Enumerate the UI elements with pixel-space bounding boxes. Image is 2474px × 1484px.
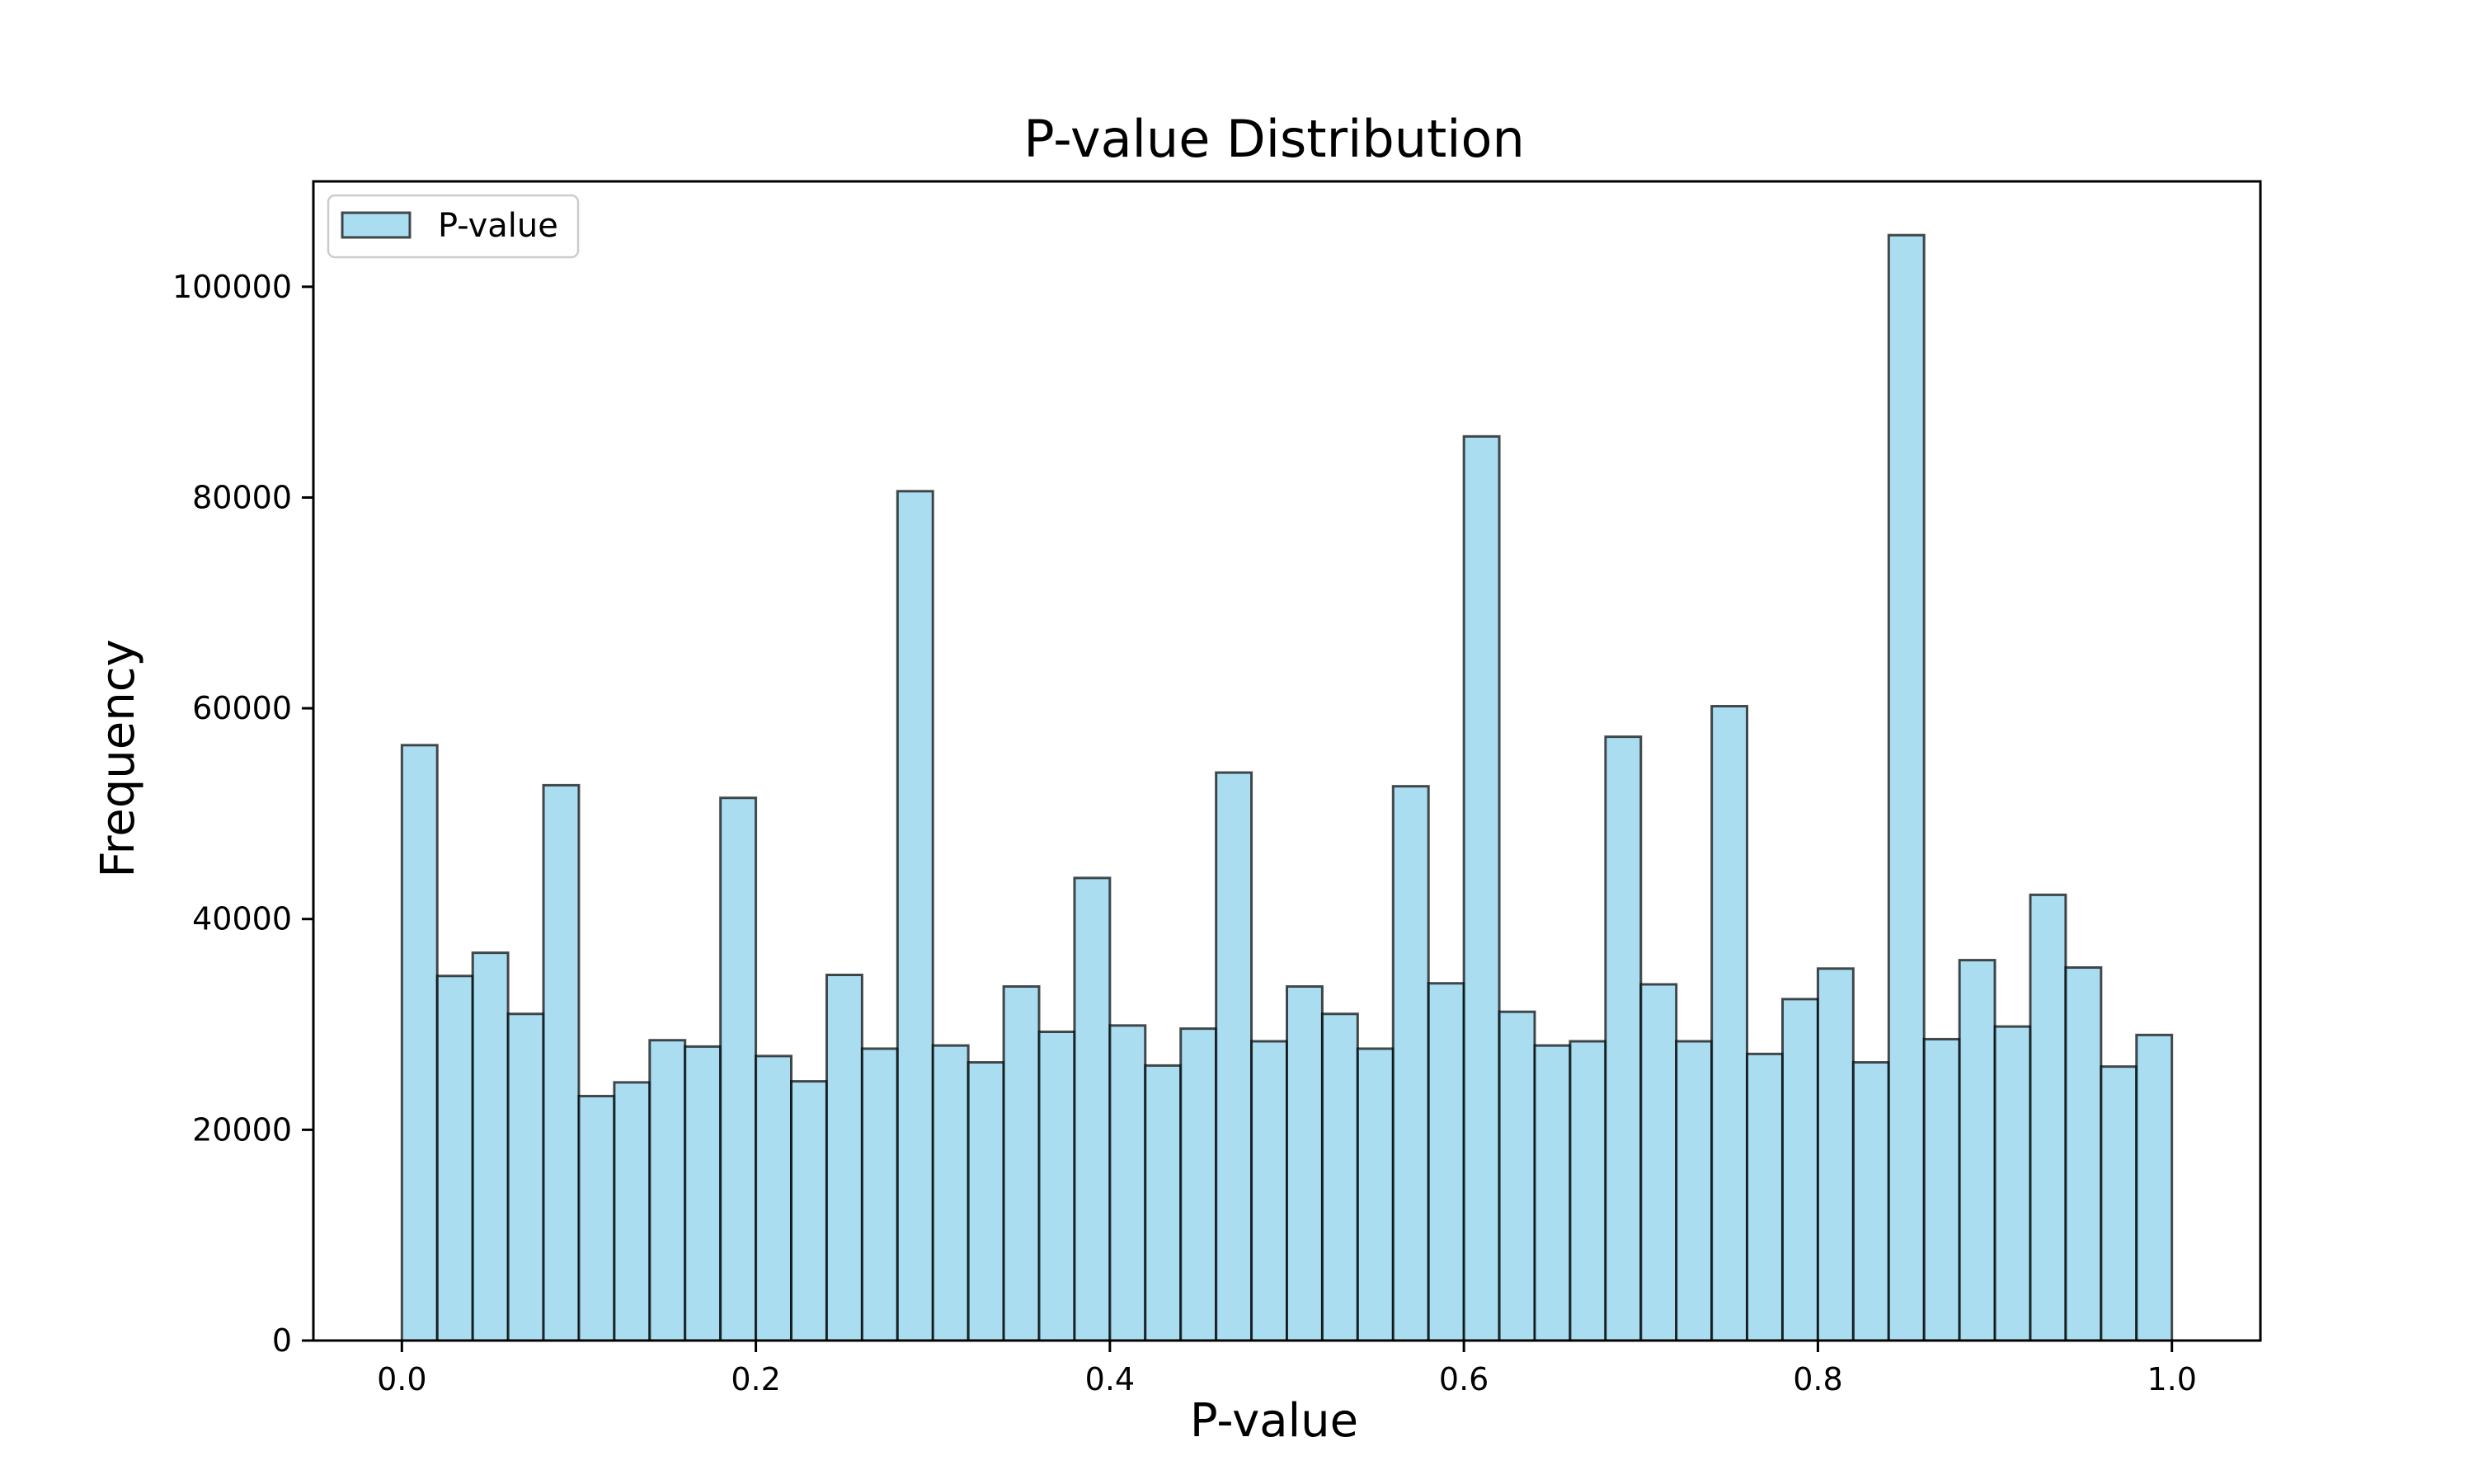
histogram-bar — [506, 1012, 545, 1342]
legend-swatch-p-value — [341, 211, 412, 239]
legend: P-value — [327, 194, 580, 259]
histogram-bar — [2064, 966, 2103, 1342]
histogram-bar — [542, 783, 581, 1342]
histogram-bar — [790, 1080, 828, 1342]
histogram-bar — [1462, 434, 1501, 1342]
y-tick-label: 100000 — [172, 269, 292, 305]
histogram-bar — [1286, 985, 1324, 1342]
y-tick-label: 80000 — [192, 479, 292, 515]
histogram-bar — [1498, 1010, 1536, 1342]
histogram-bar — [1320, 1012, 1359, 1342]
histogram-bar — [931, 1044, 970, 1342]
histogram-bar — [684, 1045, 722, 1342]
histogram-bar — [1002, 985, 1041, 1342]
y-tick-label: 60000 — [192, 690, 292, 726]
histogram-bar — [1675, 1040, 1714, 1342]
y-tick-label: 40000 — [192, 901, 292, 937]
histogram-bar — [1569, 1040, 1607, 1342]
histogram-bar — [896, 490, 934, 1342]
histogram-bar — [1108, 1024, 1147, 1342]
x-tick-label: 0.0 — [377, 1361, 426, 1397]
histogram-bar — [1639, 983, 1678, 1342]
histogram-bar — [1710, 705, 1749, 1342]
histogram-bar — [400, 744, 439, 1342]
histogram-bar — [719, 796, 758, 1342]
histogram-bar — [967, 1061, 1005, 1342]
bars-group — [400, 233, 2174, 1342]
histogram-bar — [1391, 785, 1430, 1342]
histogram-bar — [1250, 1040, 1289, 1342]
y-axis-ticks: 0 20000 40000 60000 80000 100000 — [172, 269, 313, 1359]
x-tick-label: 1.0 — [2147, 1361, 2196, 1397]
histogram-bar — [1144, 1064, 1183, 1342]
histogram-bar — [1816, 967, 1855, 1342]
histogram-bar — [1958, 959, 1997, 1342]
histogram-bar — [1037, 1030, 1076, 1342]
x-tick-label: 0.8 — [1793, 1361, 1842, 1397]
histogram-bar — [1427, 982, 1465, 1342]
histogram-bar — [2100, 1065, 2138, 1342]
histogram-bar — [613, 1081, 651, 1342]
legend-box — [327, 194, 580, 259]
histogram-bar — [1887, 233, 1926, 1342]
y-tick-label: 20000 — [192, 1111, 292, 1148]
x-axis-ticks: 0.0 0.2 0.4 0.6 0.8 1.0 — [377, 1341, 2197, 1397]
histogram-bar — [2029, 893, 2067, 1342]
histogram-bar — [1851, 1061, 1890, 1342]
chart-title: P-value Distribution — [1023, 109, 1525, 169]
x-tick-label: 0.4 — [1085, 1361, 1135, 1397]
histogram-bar — [1780, 998, 1819, 1342]
plot-frame — [312, 180, 2262, 1342]
histogram-bar — [1215, 771, 1253, 1342]
histogram-bar — [825, 973, 863, 1342]
legend-label-p-value: P-value — [438, 207, 558, 245]
histogram-bar — [1073, 876, 1112, 1342]
histogram-bar — [755, 1054, 793, 1342]
histogram-bar — [1533, 1044, 1572, 1342]
histogram-bar — [1179, 1027, 1218, 1342]
histogram-bar — [1746, 1052, 1784, 1342]
histogram-bar — [860, 1047, 899, 1342]
histogram-bar — [435, 974, 474, 1342]
histogram-bar — [2135, 1033, 2174, 1342]
histogram-bar — [1604, 735, 1643, 1342]
histogram-bar — [648, 1039, 687, 1342]
histogram-bar — [1993, 1025, 2032, 1342]
x-tick-label: 0.6 — [1439, 1361, 1489, 1397]
histogram-bar — [1922, 1037, 1961, 1342]
y-tick-label: 0 — [272, 1322, 292, 1359]
histogram-bar — [577, 1094, 616, 1342]
x-axis-label: P-value — [1190, 1394, 1358, 1448]
x-tick-label: 0.2 — [731, 1361, 780, 1397]
y-axis-label: Frequency — [92, 639, 145, 877]
histogram-bar — [1356, 1047, 1395, 1342]
histogram-bar — [471, 951, 510, 1342]
